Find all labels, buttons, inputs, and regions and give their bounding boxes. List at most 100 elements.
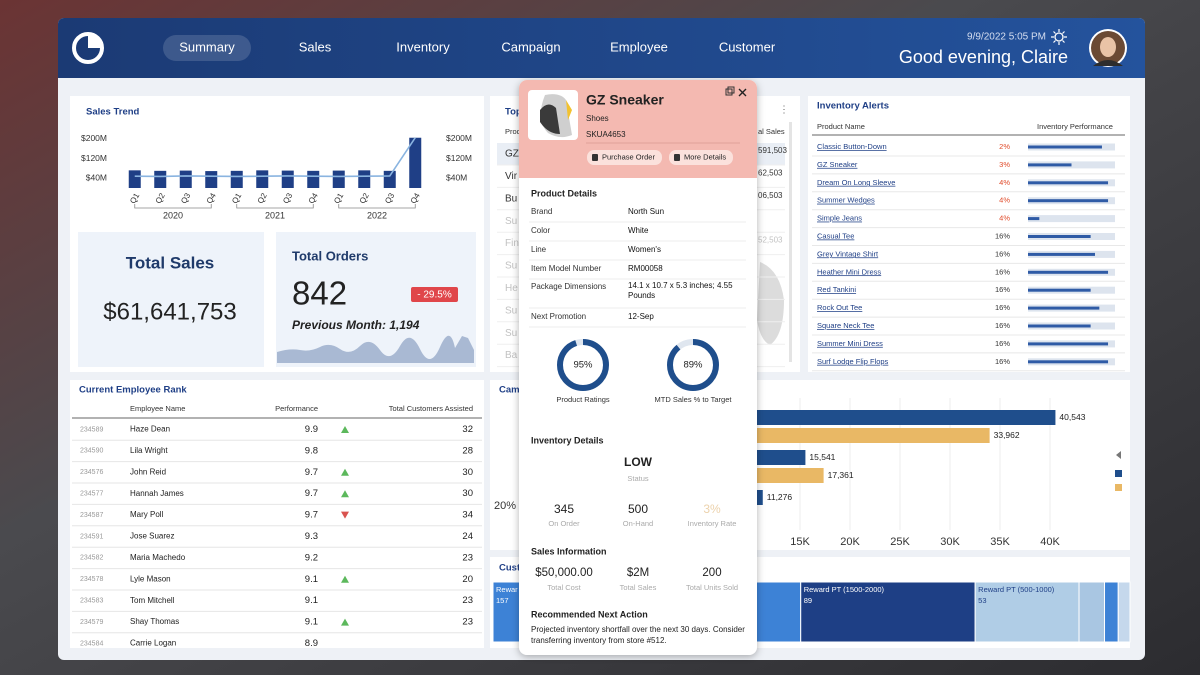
inventory-bar [1028,217,1040,221]
product-link[interactable]: Grey Vintage Shirt [817,249,879,258]
inventory-bar [1028,145,1102,149]
nav-item[interactable]: Inventory [396,39,450,54]
chart-title: Camp [499,385,526,396]
product-popup: GZ Sneaker Shoes SKUA4653 Purchase Order Mor… [519,80,757,655]
bar [154,170,167,188]
employee-id: 234577 [80,491,103,498]
nav-item[interactable]: Sales [299,39,332,54]
value-label: 17,361 [828,470,854,480]
inventory-bar [1028,252,1095,256]
avatar[interactable] [1089,29,1127,67]
datetime: 9/9/2022 5:05 PM [967,32,1046,43]
inventory-status: LOW [624,455,653,469]
product-link[interactable]: Heather Mini Dress [817,267,881,276]
inventory-pct: 16% [995,303,1010,312]
performance: 9.3 [305,531,318,542]
employee-name: Lila Wright [130,446,168,455]
bar [128,170,141,188]
nav-item[interactable]: Customer [719,39,776,54]
y2-tick-label: $200M [446,133,472,143]
bar [281,170,294,188]
detail-value: RM00058 [628,264,663,273]
performance: 9.1 [305,595,318,606]
category-label: 20% D [494,500,527,512]
customers-assisted: 30 [462,488,473,499]
action-label[interactable]: Purchase Order [602,152,655,161]
stat-value: 345 [554,502,574,516]
performance: 9.1 [305,617,318,628]
action-label[interactable]: More Details [684,152,726,161]
product-link[interactable]: Surf Lodge Flip Flops [817,357,889,366]
nav-item[interactable]: Campaign [501,39,560,54]
y-tick-label: $200M [81,133,107,143]
y-tick-label: $40M [86,172,107,182]
nav-item[interactable]: Summary [179,39,235,54]
line [134,137,416,178]
x-tick-label: 35K [990,536,1010,548]
logo [72,32,104,64]
product-link[interactable]: Classic Button-Down [817,142,887,151]
product-link[interactable]: GZ Sneaker [817,160,858,169]
gauge-arc [557,339,609,391]
theme-toggle[interactable] [1051,29,1067,45]
detail-value: 14.1 x 10.7 x 5.3 inches; 4.55 Pounds [628,281,733,300]
greeting: Good evening, Claire [899,47,1068,67]
treemap-tile [1104,581,1119,643]
inventory-bar [1028,288,1091,292]
inventory-pct: 16% [995,285,1010,294]
detail-label: Color [531,226,550,235]
product-name: Bu [505,193,517,204]
treemap-tile [1078,581,1106,643]
button-icon [674,154,680,161]
customers-assisted: 20 [462,574,473,585]
trend-down [341,511,349,519]
detail-label: Line [531,245,547,254]
column-header: Total Customers Assisted [389,404,473,413]
detail-label: Next Promotion [531,312,586,321]
employee-id: 234578 [80,576,103,583]
product-link[interactable]: Rock Out Tee [817,303,862,312]
detail-label: Package Dimensions [531,282,606,291]
product-link[interactable]: Square Neck Tee [817,321,874,330]
product-link[interactable]: Casual Tee [817,231,854,240]
value-label: 11,276 [767,492,793,502]
column-header: al Sales [758,127,785,136]
product-link[interactable]: Simple Jeans [817,214,862,223]
product-sales: 06,503 [758,191,783,200]
close-button[interactable] [738,88,747,97]
section-title: Recommended Next Action [531,609,648,619]
trend-up [341,618,349,626]
product-link[interactable]: Red Tankini [817,285,856,294]
employee-id: 234589 [80,426,103,433]
stat-label: Total Cost [547,583,581,592]
product-link[interactable]: Dream On Long Sleeve [817,178,895,187]
product-name: He [505,283,518,294]
product-link[interactable]: Summer Wedges [817,196,875,205]
bar [409,137,422,188]
nav-item[interactable]: Employee [610,39,668,54]
inventory-pct: 2% [999,142,1010,151]
stat-value: $50,000.00 [535,567,593,579]
stat-value: $2M [627,567,649,579]
x-tick-label: 20K [840,536,860,548]
employee-name: Haze Dean [130,425,170,434]
product-link[interactable]: Summer Mini Dress [817,339,883,348]
copy-icon[interactable] [725,86,735,96]
chart-title: Cust [499,563,521,574]
treemap-tile [974,581,1080,643]
menu-icon[interactable]: ⋮ [779,105,789,116]
product-sales: 591,503 [758,146,787,155]
detail-value: Women's [628,245,661,254]
column-header: Prod [505,127,521,136]
employee-name: Jose Suarez [130,532,174,541]
inventory-pct: 4% [999,178,1010,187]
action-button[interactable] [669,150,733,165]
action-button[interactable] [587,150,662,165]
performance: 9.1 [305,574,318,585]
legend-toggle[interactable] [1116,451,1121,459]
tile-value: 89 [804,596,812,605]
value-label: 33,962 [994,430,1020,440]
kpi-title: Total Orders [292,248,368,263]
tile-value: 53 [978,596,986,605]
